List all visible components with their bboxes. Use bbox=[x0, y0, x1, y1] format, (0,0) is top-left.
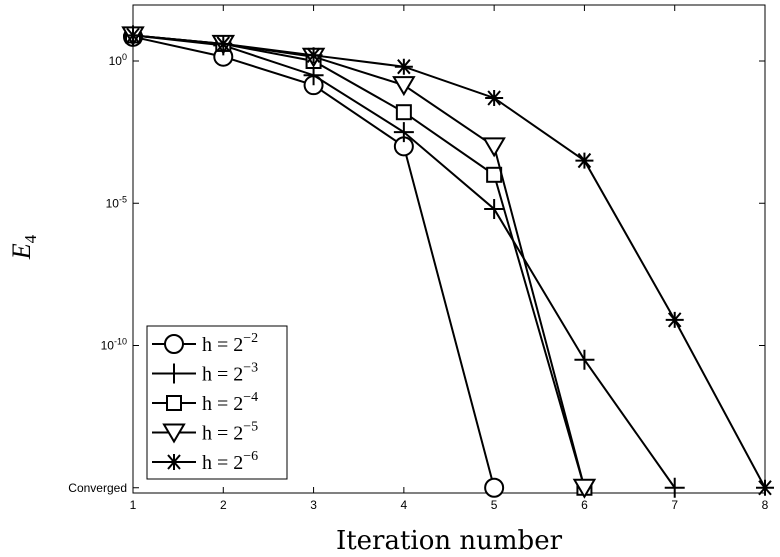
triangle-marker bbox=[572, 478, 597, 499]
data-point bbox=[166, 395, 182, 411]
y-tick-label: 10-10 bbox=[101, 337, 127, 353]
y-axis-label-subscript: 4 bbox=[21, 234, 40, 243]
data-point bbox=[395, 104, 412, 121]
data-point bbox=[165, 454, 183, 470]
legend-item: h = 2−6 bbox=[152, 449, 258, 474]
series-line bbox=[132, 34, 766, 489]
legend-label: h = 2−5 bbox=[202, 420, 258, 445]
square-marker bbox=[395, 104, 412, 121]
asterisk-marker bbox=[485, 89, 504, 106]
triangle-marker bbox=[482, 137, 506, 158]
asterisk-marker bbox=[165, 454, 183, 470]
y-tick-label: 100 bbox=[109, 52, 127, 68]
legend-label-exponent: −6 bbox=[243, 449, 258, 464]
circle-marker bbox=[484, 477, 505, 498]
legend-label-base: h = 2 bbox=[202, 334, 243, 356]
asterisk-marker bbox=[394, 58, 413, 75]
data-point bbox=[124, 27, 142, 44]
data-point bbox=[393, 122, 414, 143]
plus-marker bbox=[164, 363, 184, 384]
x-tick-label: 6 bbox=[581, 498, 588, 512]
legend-label-exponent: −2 bbox=[243, 331, 258, 346]
data-point bbox=[486, 166, 503, 183]
asterisk-marker bbox=[665, 311, 684, 328]
y-tick-label-exponent: -5 bbox=[119, 194, 127, 204]
y-tick-label-base: 10 bbox=[109, 54, 123, 68]
data-point bbox=[214, 35, 233, 52]
data-point bbox=[485, 89, 504, 106]
data-point bbox=[482, 137, 506, 158]
x-tick-label: 5 bbox=[491, 498, 498, 512]
square-marker bbox=[486, 166, 503, 183]
y-tick-label-base: 10 bbox=[106, 196, 120, 210]
legend-label-exponent: −3 bbox=[243, 361, 258, 376]
data-point bbox=[164, 334, 184, 354]
data-point bbox=[162, 423, 186, 444]
x-tick-label: 7 bbox=[671, 498, 678, 512]
legend-item: h = 2−4 bbox=[152, 390, 258, 415]
legend: h = 2−2h = 2−3h = 2−4h = 2−5h = 2−6 bbox=[146, 325, 288, 480]
data-point bbox=[575, 152, 594, 169]
legend-label-base: h = 2 bbox=[202, 364, 243, 386]
data-point bbox=[392, 76, 416, 97]
legend-label-base: h = 2 bbox=[202, 452, 243, 474]
data-point bbox=[574, 349, 595, 370]
triangle-marker bbox=[392, 76, 416, 97]
legend-label-base: h = 2 bbox=[202, 423, 243, 445]
data-point bbox=[484, 477, 505, 498]
triangle-marker bbox=[162, 423, 186, 444]
data-point bbox=[394, 58, 413, 75]
data-point bbox=[572, 478, 597, 499]
asterisk-marker bbox=[304, 47, 323, 64]
legend-label: h = 2−6 bbox=[202, 449, 258, 474]
converged-tick-label: Converged bbox=[68, 481, 127, 495]
plus-marker bbox=[664, 477, 685, 498]
legend-label-exponent: −5 bbox=[243, 420, 258, 435]
legend-item: h = 2−2 bbox=[152, 331, 258, 356]
x-tick-label: 4 bbox=[401, 498, 408, 512]
data-point bbox=[164, 363, 184, 384]
data-point bbox=[756, 479, 774, 496]
asterisk-marker bbox=[575, 152, 594, 169]
legend-label-exponent: −4 bbox=[243, 390, 258, 405]
legend-label: h = 2−2 bbox=[202, 331, 258, 356]
series-asterisk bbox=[124, 27, 774, 496]
asterisk-marker bbox=[214, 35, 233, 52]
y-tick-label-exponent: -10 bbox=[114, 337, 127, 347]
asterisk-marker bbox=[756, 479, 774, 496]
x-tick-label: 3 bbox=[310, 498, 317, 512]
legend-label-base: h = 2 bbox=[202, 393, 243, 415]
legend-item: h = 2−3 bbox=[152, 361, 258, 386]
y-axis-label-main: E bbox=[7, 243, 36, 260]
legend-label: h = 2−4 bbox=[202, 390, 258, 415]
circle-marker bbox=[164, 334, 184, 354]
y-tick-label: 10-5 bbox=[106, 194, 127, 210]
data-point bbox=[664, 477, 685, 498]
legend-item: h = 2−5 bbox=[152, 420, 258, 445]
plus-marker bbox=[484, 198, 505, 219]
square-marker bbox=[166, 395, 182, 411]
asterisk-marker bbox=[124, 27, 142, 44]
data-point bbox=[665, 311, 684, 328]
legend-label: h = 2−3 bbox=[202, 361, 258, 386]
y-tick-label-base: 10 bbox=[101, 339, 115, 353]
y-axis-label: E4 bbox=[7, 234, 40, 260]
x-tick-label: 2 bbox=[220, 498, 227, 512]
data-point bbox=[484, 198, 505, 219]
x-tick-label: 8 bbox=[762, 498, 769, 512]
x-axis-label: Iteration number bbox=[336, 526, 563, 556]
x-tick-label: 1 bbox=[130, 498, 137, 512]
y-tick-label-exponent: 0 bbox=[122, 52, 127, 62]
plus-marker bbox=[574, 349, 595, 370]
data-point bbox=[304, 47, 323, 64]
plus-marker bbox=[393, 122, 414, 143]
series-group bbox=[121, 25, 774, 499]
